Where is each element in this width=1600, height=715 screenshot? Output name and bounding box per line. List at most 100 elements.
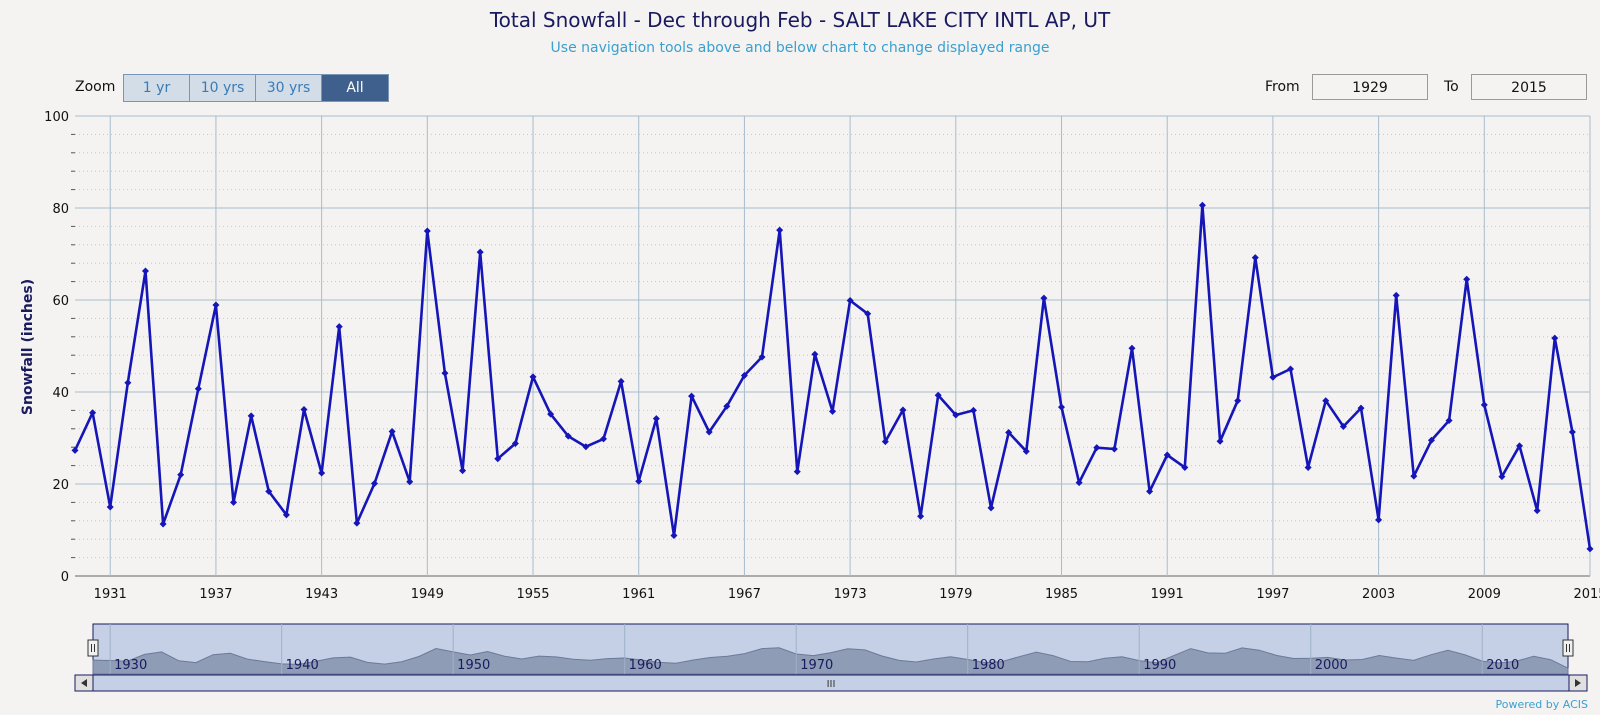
data-point[interactable] [1445, 417, 1453, 425]
data-point[interactable] [1040, 294, 1048, 302]
data-point[interactable] [934, 391, 942, 399]
data-point[interactable] [106, 503, 114, 511]
data-point[interactable] [1463, 275, 1471, 283]
data-point[interactable] [811, 350, 819, 358]
data-point[interactable] [652, 415, 660, 423]
from-input[interactable]: 1929 [1312, 74, 1428, 100]
data-point[interactable] [952, 411, 960, 419]
data-point[interactable] [1480, 401, 1488, 409]
data-point[interactable] [212, 301, 220, 309]
data-point[interactable] [318, 469, 326, 477]
zoom-all-button[interactable]: All [322, 75, 388, 101]
data-point[interactable] [1146, 487, 1154, 495]
data-point[interactable] [688, 392, 696, 400]
navigator-right-handle[interactable] [1562, 639, 1574, 657]
data-point[interactable] [599, 435, 607, 443]
data-point[interactable] [1181, 463, 1189, 471]
data-point[interactable] [1551, 334, 1559, 342]
data-point[interactable] [406, 478, 414, 486]
scroll-right-button[interactable] [1568, 674, 1588, 692]
data-point[interactable] [1322, 397, 1330, 405]
data-point[interactable] [969, 406, 977, 414]
to-input[interactable]: 2015 [1471, 74, 1587, 100]
data-point[interactable] [1269, 373, 1277, 381]
data-point[interactable] [388, 428, 396, 436]
zoom-30yrs-button[interactable]: 30 yrs [256, 75, 322, 101]
data-point[interactable] [1058, 403, 1066, 411]
data-point[interactable] [635, 477, 643, 485]
data-point[interactable] [230, 498, 238, 506]
data-point[interactable] [370, 480, 378, 488]
data-point[interactable] [1375, 516, 1383, 524]
data-point[interactable] [776, 226, 784, 234]
data-point[interactable] [723, 402, 731, 410]
data-point[interactable] [1128, 344, 1136, 352]
data-point[interactable] [1287, 365, 1295, 373]
data-point[interactable] [1163, 451, 1171, 459]
data-point[interactable] [1427, 436, 1435, 444]
data-point[interactable] [705, 428, 713, 436]
data-point[interactable] [511, 440, 519, 448]
data-point[interactable] [846, 296, 854, 304]
data-point[interactable] [1533, 507, 1541, 515]
data-point[interactable] [899, 406, 907, 414]
data-point[interactable] [1005, 428, 1013, 436]
data-point[interactable] [1304, 463, 1312, 471]
data-point[interactable] [1251, 254, 1259, 262]
data-point[interactable] [1410, 472, 1418, 480]
data-point[interactable] [194, 385, 202, 393]
data-point[interactable] [177, 471, 185, 479]
data-point[interactable] [564, 432, 572, 440]
data-point[interactable] [141, 267, 149, 275]
data-point[interactable] [617, 377, 625, 385]
data-point[interactable] [423, 227, 431, 235]
data-point[interactable] [1198, 201, 1206, 209]
data-point[interactable] [793, 468, 801, 476]
data-point[interactable] [1339, 423, 1347, 430]
data-point[interactable] [758, 353, 766, 361]
data-point[interactable] [282, 511, 290, 519]
data-point[interactable] [1516, 442, 1524, 450]
data-point[interactable] [300, 405, 308, 413]
data-point[interactable] [1498, 473, 1506, 481]
data-point[interactable] [1234, 397, 1242, 405]
data-point[interactable] [1357, 404, 1365, 412]
data-point[interactable] [476, 248, 484, 256]
data-point[interactable] [1586, 545, 1594, 553]
data-point[interactable] [71, 446, 79, 454]
scroll-left-button[interactable] [74, 674, 94, 692]
data-point[interactable] [159, 520, 167, 528]
data-point[interactable] [124, 379, 132, 387]
data-point[interactable] [582, 443, 590, 451]
powered-by-link[interactable]: Powered by ACIS [1495, 698, 1589, 711]
data-point[interactable] [917, 512, 925, 520]
data-point[interactable] [864, 310, 872, 318]
data-point[interactable] [1216, 437, 1224, 445]
data-point[interactable] [494, 455, 502, 463]
data-point[interactable] [459, 467, 467, 475]
data-point[interactable] [441, 369, 449, 377]
data-point[interactable] [1568, 428, 1576, 436]
data-point[interactable] [353, 519, 361, 527]
scrollbar-track[interactable] [74, 674, 1588, 692]
data-point[interactable] [881, 438, 889, 446]
data-point[interactable] [265, 487, 273, 495]
data-point[interactable] [1110, 445, 1118, 453]
zoom-1yr-button[interactable]: 1 yr [124, 75, 190, 101]
data-point[interactable] [1392, 291, 1400, 299]
data-point[interactable] [987, 504, 995, 512]
data-point[interactable] [89, 409, 97, 417]
zoom-10yrs-button[interactable]: 10 yrs [190, 75, 256, 101]
data-point[interactable] [547, 410, 555, 418]
range-navigator[interactable]: 1930 1940 1950 1960 1970 1980 1990 2000 2010 III [74, 623, 1588, 692]
navigator-left-handle[interactable] [87, 639, 99, 657]
data-point[interactable] [247, 412, 255, 420]
data-point[interactable] [335, 323, 343, 331]
data-point[interactable] [529, 373, 537, 381]
data-point[interactable] [670, 532, 678, 540]
data-point[interactable] [1075, 479, 1083, 487]
data-point[interactable] [829, 407, 836, 415]
data-point[interactable] [1093, 444, 1101, 452]
data-point[interactable] [1022, 447, 1030, 455]
scrollbar-thumb[interactable] [92, 674, 1570, 692]
